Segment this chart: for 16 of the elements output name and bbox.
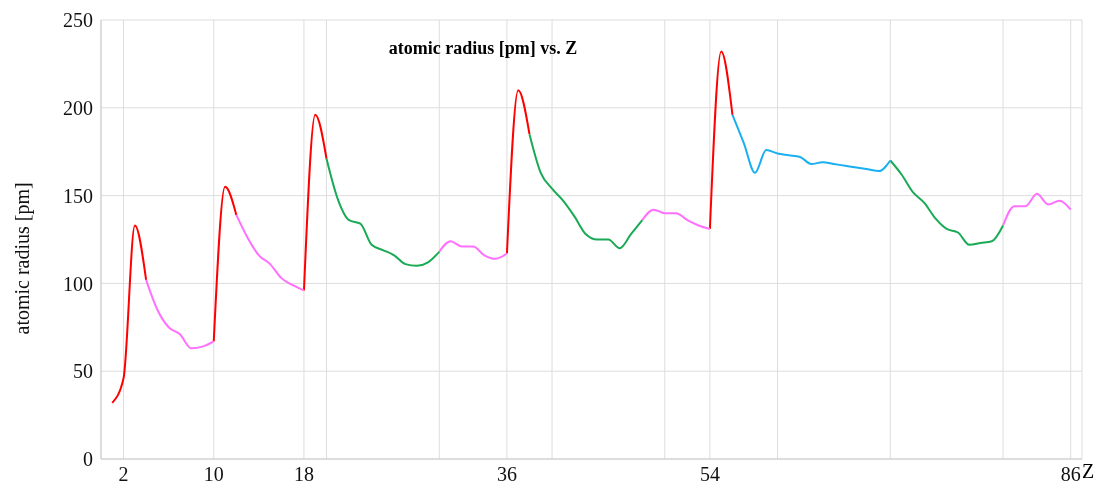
y-tick-label: 150	[63, 184, 93, 207]
y-tick-label: 200	[63, 96, 93, 119]
x-tick-label: 10	[203, 463, 224, 486]
x-tick-label: 36	[496, 463, 517, 486]
x-tick-label: 2	[118, 463, 129, 486]
y-tick-label: 250	[63, 9, 93, 32]
y-tick-label: 50	[73, 360, 93, 383]
line-series	[731, 113, 892, 174]
x-axis-title: Z	[1082, 460, 1095, 483]
y-axis-title: atomic radius [pm]	[11, 182, 35, 335]
y-tick-label: 0	[83, 448, 93, 471]
x-tick-label: 54	[699, 463, 720, 486]
x-tick-label: 18	[293, 463, 314, 486]
y-tick-label: 100	[63, 272, 93, 295]
text: atomic radius [pm] vs. Z	[387, 38, 579, 59]
x-tick-label: 86	[1060, 463, 1081, 486]
